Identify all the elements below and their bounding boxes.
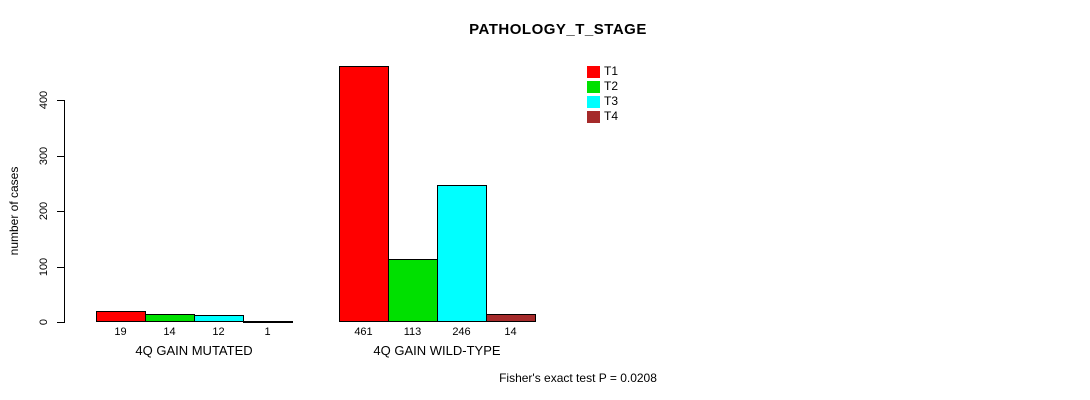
y-axis-line: [64, 100, 65, 323]
chart-title: PATHOLOGY_T_STAGE: [469, 21, 647, 38]
y-tick: [57, 100, 64, 101]
legend-item: T2: [587, 79, 618, 94]
legend-label: T2: [604, 79, 619, 93]
legend-swatch-t4: [587, 110, 600, 123]
legend-label: T3: [604, 94, 619, 108]
bar-t4-group2: [486, 314, 536, 322]
bar-value-label: 461: [354, 326, 373, 338]
bar-t4-group1: [243, 320, 293, 323]
bar-t3-group1: [194, 315, 244, 322]
bar-value-label: 14: [163, 326, 176, 338]
group-label-1: 4Q GAIN MUTATED: [135, 343, 253, 358]
bar-t2-group1: [145, 314, 195, 322]
y-axis-label: number of cases: [7, 166, 21, 256]
legend-swatch-t2: [587, 80, 600, 93]
legend-item: T3: [587, 94, 618, 109]
fisher-test-annotation: Fisher's exact test P = 0.0208: [499, 371, 657, 385]
legend-swatch-t3: [587, 95, 600, 108]
bar-value-label: 1: [264, 326, 271, 338]
legend-swatch-t1: [587, 65, 600, 78]
y-tick-label: 100: [38, 257, 50, 276]
legend-label: T4: [604, 109, 619, 123]
y-tick-label: 300: [38, 146, 50, 165]
legend-label: T1: [604, 64, 619, 78]
bar-value-label: 246: [452, 326, 471, 338]
bar-value-label: 19: [114, 326, 127, 338]
y-tick: [57, 211, 64, 212]
y-tick-label: 0: [38, 318, 50, 326]
bar-value-label: 12: [212, 326, 225, 338]
y-tick: [57, 266, 64, 268]
legend-item: T1: [587, 64, 618, 79]
y-tick: [57, 155, 64, 157]
legend: T1 T2 T3 T4: [587, 64, 618, 124]
bar-value-label: 14: [504, 326, 517, 338]
bar-t1-group2: [339, 66, 389, 322]
bar-t3-group2: [437, 185, 487, 322]
legend-item: T4: [587, 109, 618, 124]
y-tick: [57, 322, 64, 323]
group-label-2: 4Q GAIN WILD-TYPE: [373, 343, 501, 358]
y-tick-label: 400: [38, 90, 50, 110]
bar-t2-group2: [388, 259, 438, 322]
y-tick-label: 200: [38, 201, 50, 221]
bar-t1-group1: [96, 311, 146, 322]
bar-value-label: 113: [403, 326, 422, 338]
